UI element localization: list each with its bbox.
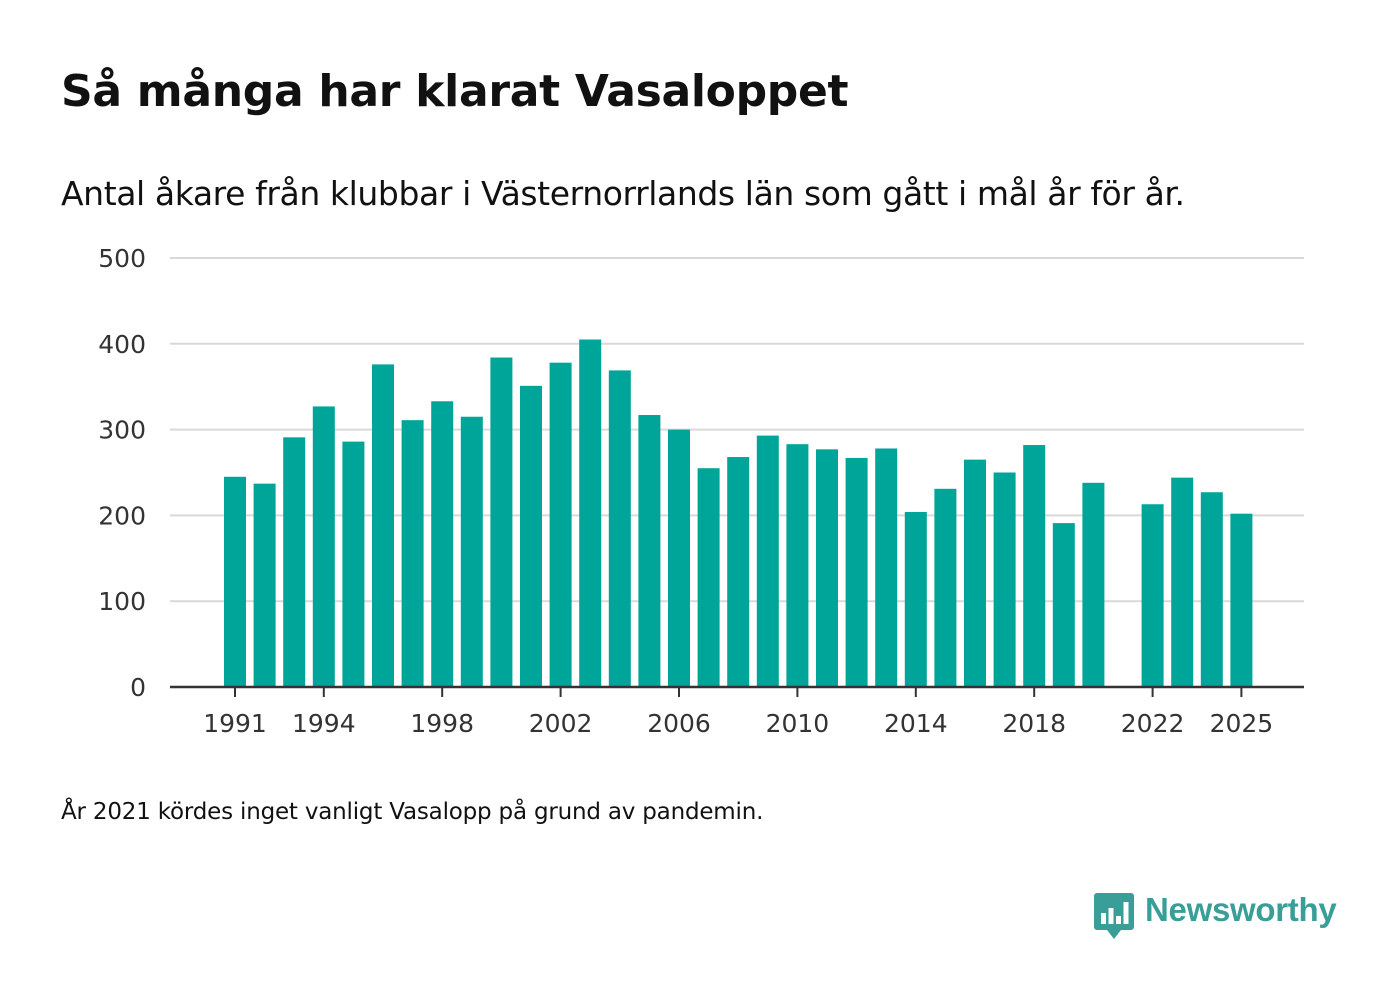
bar-2023 [1171,477,1194,687]
bar-2024 [1200,492,1223,687]
bar-2018 [1023,445,1046,687]
bar-2013 [875,448,898,687]
y-tick-label: 500 [98,244,146,273]
bar-2025 [1230,513,1253,687]
x-tick-label: 1998 [410,709,474,738]
bar-1993 [283,437,306,687]
y-axis-labels: 0 100 200 300 400 500 [98,244,146,702]
bar-2016 [964,459,986,687]
chart-subtitle: Antal åkare från klubbar i Västernorrlan… [61,174,1185,213]
brand-name: Newsworthy [1145,891,1337,928]
bar-2005 [638,415,661,687]
bar-2015 [934,488,957,687]
bar-2006 [668,429,690,687]
x-tick-label: 2018 [1002,709,1066,738]
bar-1991 [224,476,246,687]
bar-2011 [816,449,838,687]
x-tick-label: 2010 [766,709,830,738]
bars [224,339,1253,687]
newsworthy-logo-icon [1094,893,1134,939]
bar-2009 [756,435,779,687]
x-tick-label: 2022 [1121,709,1185,738]
bar-1997 [401,420,424,687]
bar-1999 [460,416,483,687]
bar-2014 [904,511,927,687]
brand-logo: Newsworthy [1093,891,1343,943]
bar-2008 [727,457,750,687]
x-axis-labels: 1991 1994 1998 2002 2006 2010 2014 2018 2022 2025 [203,709,1273,738]
bar-2019 [1052,523,1075,687]
x-tick-label: 2025 [1210,709,1274,738]
bar-1994 [312,406,335,687]
bar-1998 [431,401,454,687]
x-tick-label: 2014 [884,709,948,738]
x-tick-label: 2002 [529,709,593,738]
bar-chart: 0 100 200 300 400 500 1991 1994 1998 2002 2006 201… [98,244,1304,738]
chart-title: Så många har klarat Vasaloppet [61,66,849,117]
x-axis [170,685,1304,697]
bar-2010 [786,444,809,687]
x-tick-label: 1991 [203,709,267,738]
y-tick-label: 400 [98,330,146,359]
bar-1992 [253,483,276,687]
y-tick-label: 0 [130,673,146,702]
x-tick-label: 2006 [647,709,711,738]
bar-2003 [579,339,602,687]
bar-2007 [697,468,720,687]
y-tick-label: 200 [98,501,146,530]
bar-1996 [372,364,394,687]
y-tick-label: 100 [98,587,146,616]
bar-2002 [549,362,572,687]
y-tick-label: 300 [98,416,146,445]
bar-2000 [490,357,513,687]
bar-2017 [993,472,1016,687]
footnote: År 2021 kördes inget vanligt Vasalopp på… [61,799,764,825]
bar-2001 [520,385,542,687]
bar-2004 [608,370,631,687]
x-tick-label: 1994 [292,709,356,738]
bar-1995 [342,441,365,687]
bar-2020 [1082,482,1105,687]
bar-2022 [1141,504,1164,687]
bar-2012 [845,457,868,687]
